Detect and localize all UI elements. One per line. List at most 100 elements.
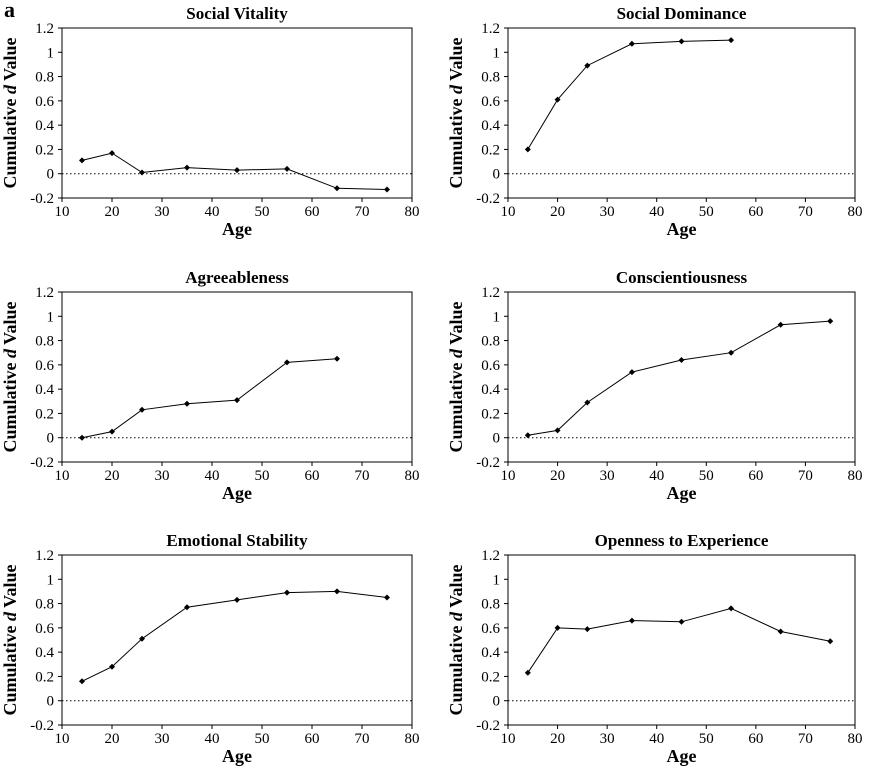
y-tick-label: 1 [493,45,501,61]
y-tick-label: 0.8 [481,597,500,613]
y-tick-label: 0.4 [35,382,54,398]
y-tick-label: 0.6 [35,358,54,374]
chart-title: Social Vitality [186,4,288,23]
data-point [584,62,591,69]
x-tick-label: 60 [748,731,763,747]
y-tick-label: 0.4 [481,118,500,134]
y-tick-label: 0.8 [35,70,54,86]
y-tick-label: 0.6 [481,94,500,110]
y-tick-label: 1 [493,309,501,325]
y-axis-label-part: Value [446,37,466,85]
data-point [678,618,685,625]
x-tick-label: 10 [501,468,516,484]
y-tick-label: 1.2 [481,21,500,37]
y-tick-label: 0.4 [481,645,500,661]
chart-panel-1: Social Vitality -0.2 0 0.2 0.4 0.6 0.8 1 1.2 10 20… [0,4,420,239]
data-point [554,624,561,631]
x-tick-label: 10 [501,731,516,747]
data-point [109,150,115,157]
x-tick-label: 70 [355,731,370,747]
chart-panel-2: Social Dominance -0.2 0 0.2 0.4 0.6 0.8 1 1.2 10 2… [446,4,863,239]
data-point [524,432,531,439]
x-tick-label: 20 [105,468,120,484]
x-tick-label: 80 [405,204,420,220]
x-tick-label: 80 [405,468,420,484]
y-axis-label: Cumulative d Value [446,301,466,452]
data-point [827,638,834,645]
data-point [678,38,685,45]
x-tick-label: 20 [105,204,120,220]
data-point [384,594,390,601]
data-point [79,157,85,164]
y-tick-label: 0.6 [481,621,500,637]
y-axis-label: Cumulative d Value [446,564,466,715]
data-point [628,369,635,376]
x-tick-label: 20 [105,731,120,747]
y-tick-label: -0.2 [476,191,500,207]
x-tick-label: 50 [699,468,714,484]
data-point [584,626,591,633]
y-tick-label: 0 [493,694,501,710]
series-line [527,39,732,150]
x-tick-label: 20 [550,731,565,747]
y-axis-label-italic-d: d [446,84,466,94]
y-axis-label-part: Cumulative [446,94,466,189]
y-tick-label: -0.2 [476,718,500,734]
y-tick-label: 0.6 [35,621,54,637]
y-tick-label: -0.2 [30,718,54,734]
y-axis-label-italic-d: d [446,348,466,358]
x-tick-label: 40 [205,731,220,747]
x-tick-label: 60 [305,468,320,484]
y-axis-label-part: Value [446,564,466,612]
data-point [234,167,240,174]
y-tick-label: 0 [47,694,55,710]
x-tick-label: 30 [155,204,170,220]
data-point [334,355,340,362]
y-axis-label-part: Cumulative [0,358,20,453]
data-point [777,628,784,635]
x-tick-label: 40 [649,204,664,220]
plot-frame [507,27,856,199]
plot-frame [61,27,413,199]
data-point [79,678,85,685]
plot-frame [61,291,413,463]
x-tick-label: 60 [305,731,320,747]
x-tick-label: 40 [649,468,664,484]
x-tick-label: 60 [748,204,763,220]
data-point [184,164,190,171]
data-point [728,349,735,356]
y-axis-label-part: Cumulative [0,621,20,716]
data-point [554,96,561,103]
y-axis-label: Cumulative d Value [0,37,20,188]
x-axis-label: Age [222,746,252,766]
plot-frame [61,554,413,726]
x-tick-label: 30 [600,468,615,484]
chart-panel-6: Openness to Experience -0.2 0 0.2 0.4 0.6 0.8 1… [446,531,863,766]
data-point [827,318,834,325]
chart-title: Openness to Experience [595,531,769,550]
y-axis-label: Cumulative d Value [0,301,20,452]
y-tick-label: -0.2 [476,455,500,471]
data-point [139,635,145,642]
chart-title: Emotional Stability [166,531,308,550]
x-tick-label: 10 [55,731,70,747]
x-tick-label: 40 [205,468,220,484]
x-tick-label: 60 [305,204,320,220]
y-tick-label: 0.2 [35,142,54,158]
y-axis-label-part: Value [0,564,20,612]
y-axis-label-italic-d: d [446,611,466,621]
x-tick-label: 50 [255,468,270,484]
data-point [628,40,635,47]
series-line [81,152,388,190]
x-tick-label: 70 [355,468,370,484]
data-point [284,589,290,596]
x-tick-label: 50 [255,204,270,220]
y-tick-label: 0.4 [481,382,500,398]
data-point [384,186,390,193]
y-axis-label-part: Cumulative [446,358,466,453]
chart-title: Conscientiousness [616,268,748,287]
data-point [584,399,591,406]
x-tick-label: 10 [501,204,516,220]
